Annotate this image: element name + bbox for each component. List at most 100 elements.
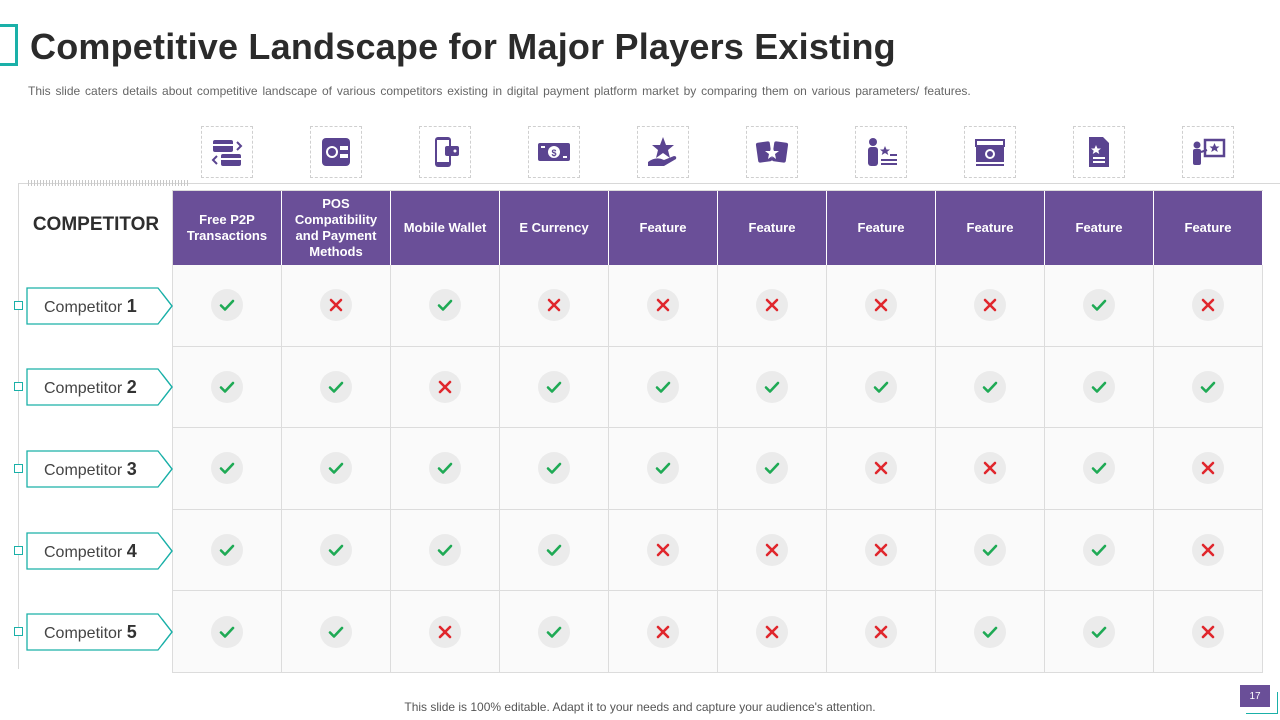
check-icon	[1091, 463, 1107, 475]
feature-icon-box	[746, 126, 798, 178]
table-cell	[391, 509, 500, 592]
cross-mark	[756, 615, 788, 648]
column-header: Feature	[936, 191, 1045, 265]
check-mark	[647, 452, 679, 485]
table-cell	[936, 591, 1045, 673]
table-cell	[936, 346, 1045, 429]
check-mark	[211, 289, 243, 322]
check-icon	[764, 463, 780, 475]
check-mark	[320, 370, 352, 403]
column-header: Free P2P Transactions	[173, 191, 282, 265]
table-cell	[936, 509, 1045, 592]
check-icon	[655, 463, 671, 475]
check-mark	[320, 615, 352, 648]
cross-icon	[874, 298, 888, 312]
check-mark	[1083, 615, 1115, 648]
competitor-name: Competitor 3	[44, 459, 137, 480]
cross-mark	[865, 452, 897, 485]
check-mark	[1083, 370, 1115, 403]
check-mark	[429, 289, 461, 322]
table-cell	[1154, 346, 1263, 429]
table-cell	[1045, 509, 1154, 592]
table-cell	[1154, 509, 1263, 592]
hand-star-icon	[648, 137, 677, 166]
table-cell	[609, 591, 718, 673]
cross-icon	[438, 625, 452, 638]
table-cell	[718, 346, 827, 429]
table-cell	[282, 509, 391, 592]
check-icon	[328, 463, 344, 475]
table-cell	[500, 591, 609, 673]
feature-icon-box	[855, 126, 907, 178]
cross-mark	[320, 289, 352, 322]
table-cell	[391, 265, 500, 347]
table-cell	[173, 428, 282, 510]
footer-note: This slide is 100% editable. Adapt it to…	[404, 700, 876, 714]
table-cell	[173, 591, 282, 673]
cross-icon	[1201, 462, 1215, 475]
cross-mark	[647, 289, 679, 322]
check-icon	[1200, 381, 1216, 393]
connector-node	[14, 464, 23, 473]
banknote-icon: $	[538, 143, 570, 161]
comparison-table: Free P2P Transactions POS Compatibility a…	[172, 190, 1263, 673]
column-header: Feature	[609, 191, 718, 265]
transfer-cards-icon	[211, 140, 243, 166]
competitor-name: Competitor 1	[44, 296, 137, 317]
table-cell	[609, 428, 718, 510]
column-header: Feature	[1154, 191, 1263, 265]
check-mark	[974, 370, 1006, 403]
table-cell	[391, 428, 500, 510]
cross-icon	[1201, 543, 1215, 557]
feature-icon-box	[419, 126, 471, 178]
check-icon	[873, 381, 889, 393]
table-cell	[718, 265, 827, 347]
feature-icon-row: $	[0, 126, 1280, 178]
table-cell	[500, 265, 609, 347]
cross-mark	[756, 289, 788, 322]
feature-icon-box: $	[528, 126, 580, 178]
check-mark	[211, 615, 243, 648]
check-icon	[219, 299, 235, 312]
table-cell	[282, 265, 391, 347]
competitor-text: Competitor	[44, 380, 123, 398]
table-cell	[1154, 428, 1263, 510]
cross-icon	[438, 380, 452, 394]
check-mark	[538, 615, 570, 648]
arrow-tag-shape	[26, 287, 173, 325]
competitor-label: Competitor 2	[14, 368, 174, 407]
cross-mark	[1192, 289, 1224, 322]
check-icon	[437, 544, 453, 556]
check-mark	[1083, 452, 1115, 485]
competitor-text: Competitor	[44, 625, 123, 643]
table-cell	[282, 428, 391, 510]
competitor-column-heading: COMPETITOR	[32, 214, 160, 235]
table-cell	[500, 428, 609, 510]
cross-icon	[1201, 625, 1215, 638]
arrow-tag-shape	[26, 450, 173, 488]
connector-node	[14, 627, 23, 637]
table-cell	[827, 346, 936, 429]
check-mark	[429, 452, 461, 485]
check-icon	[546, 544, 562, 556]
table-cell	[936, 428, 1045, 510]
check-mark	[538, 370, 570, 403]
check-mark	[211, 370, 243, 403]
slide-title: Competitive Landscape for Major Players …	[30, 26, 896, 67]
table-cell	[282, 591, 391, 673]
check-icon	[437, 299, 453, 312]
table-cell	[718, 428, 827, 510]
arrow-tag-shape	[26, 368, 173, 407]
slide-subtitle: This slide caters details about competit…	[28, 84, 971, 98]
check-mark	[211, 452, 243, 485]
check-mark	[1192, 370, 1224, 403]
check-mark	[647, 370, 679, 403]
competitor-name: Competitor 5	[44, 622, 137, 643]
table-cell	[391, 591, 500, 673]
cross-mark	[756, 534, 788, 567]
competitor-label: Competitor 1	[14, 287, 174, 325]
table-cell	[1045, 591, 1154, 673]
page-number-accent	[1246, 692, 1278, 714]
cross-icon	[656, 298, 670, 312]
cross-mark	[429, 370, 461, 403]
